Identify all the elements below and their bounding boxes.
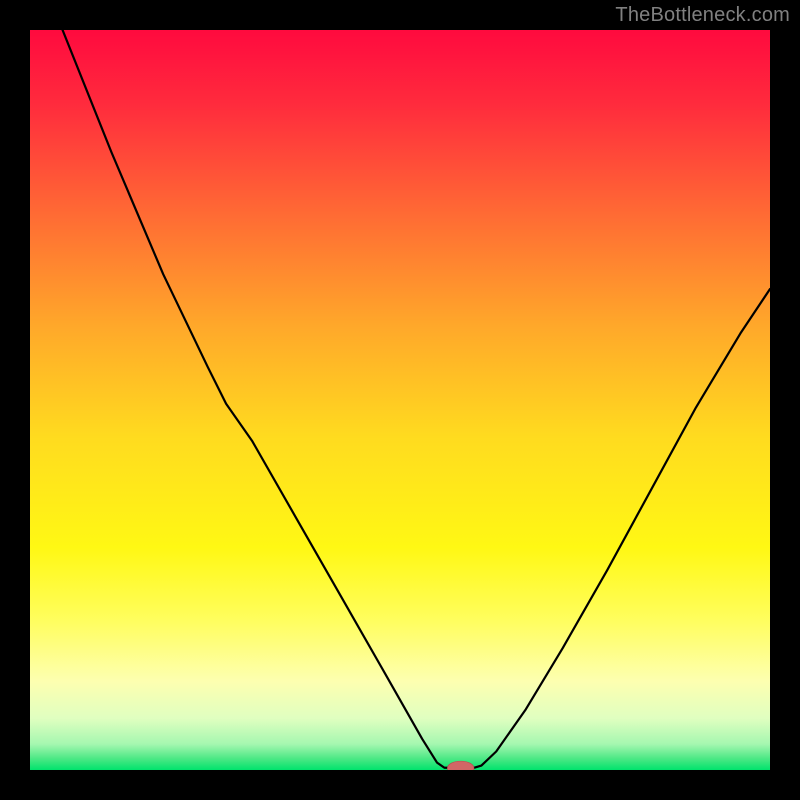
chart-container: TheBottleneck.com — [0, 0, 800, 800]
watermark-label: TheBottleneck.com — [615, 4, 790, 27]
bottleneck-plot — [30, 30, 770, 770]
gradient-background — [30, 30, 770, 770]
